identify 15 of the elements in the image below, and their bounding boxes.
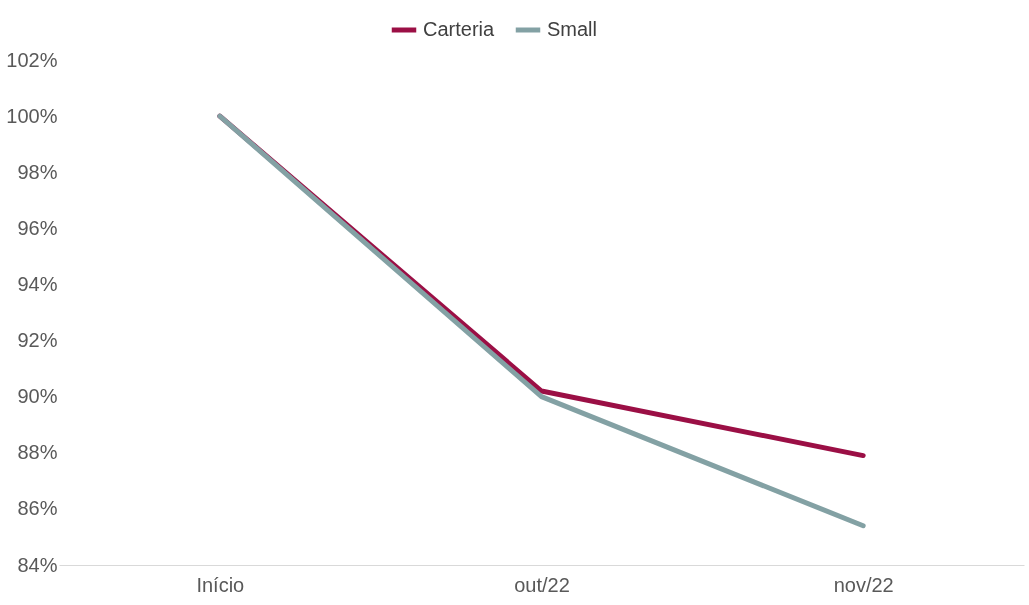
- y-tick-label: 92%: [17, 329, 58, 352]
- y-tick-label: 90%: [17, 385, 58, 408]
- y-tick-label: 86%: [17, 497, 58, 520]
- y-tick-label: 84%: [17, 553, 58, 576]
- x-tick-label: out/22: [514, 573, 570, 596]
- y-tick-label: 98%: [17, 160, 58, 183]
- y-tick-label: 96%: [17, 216, 58, 239]
- legend-label: Carteria: [423, 18, 496, 40]
- y-tick-label: 88%: [17, 441, 58, 464]
- x-tick-label: Início: [196, 573, 245, 596]
- legend-label: Small: [547, 18, 598, 40]
- y-tick-label: 102%: [6, 48, 58, 71]
- y-tick-label: 100%: [6, 104, 58, 127]
- x-tick-label: nov/22: [833, 573, 894, 596]
- y-tick-label: 94%: [17, 272, 58, 295]
